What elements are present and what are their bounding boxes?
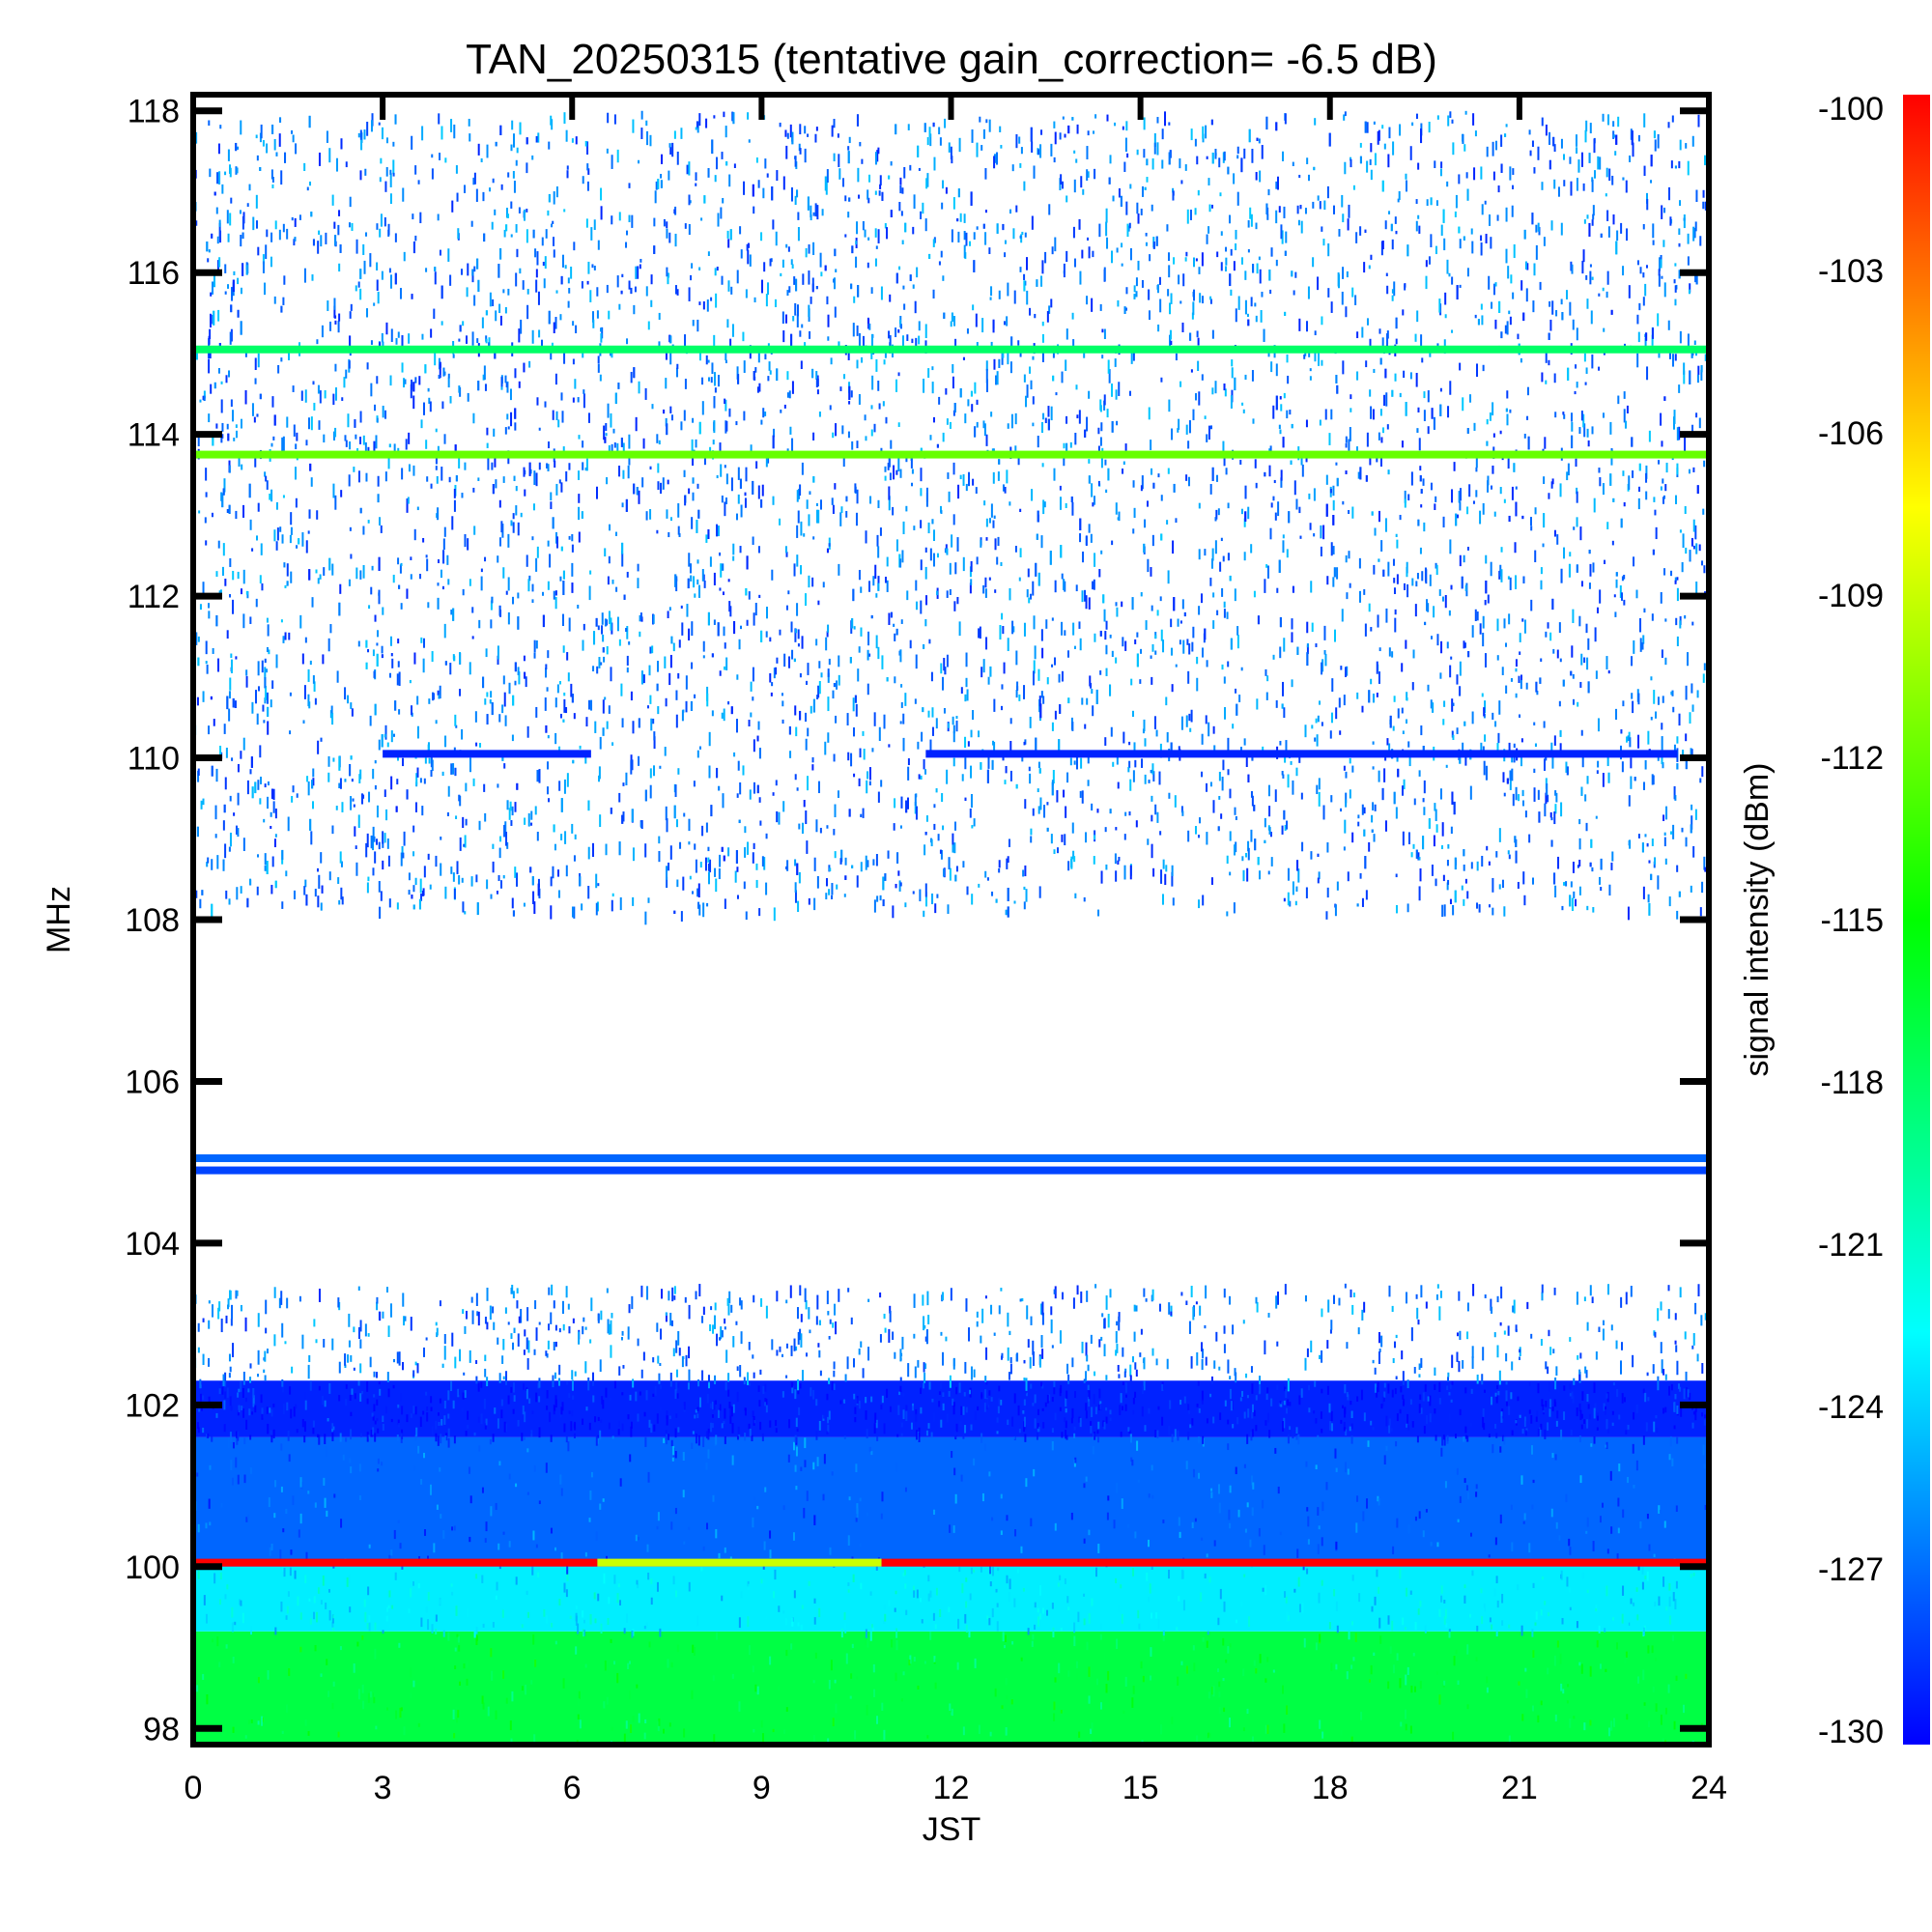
heatmap-line-5 (383, 750, 591, 758)
heatmap-line-4 (193, 1166, 1709, 1175)
y-tick-label-8: 114 (128, 417, 180, 454)
colorbar-tick-label-2: -106 (1818, 415, 1884, 452)
heatmap-band-5 (193, 110, 1709, 925)
colorbar-tick-label-7: -121 (1818, 1227, 1884, 1264)
heatmap-band-3 (193, 1380, 1709, 1448)
y-tick-label-5: 108 (125, 902, 180, 939)
heatmap-line-1 (597, 1558, 882, 1567)
colorbar-tick-label-0: -100 (1818, 91, 1884, 128)
heatmap-band-0 (193, 1631, 1709, 1745)
x-tick-label-7: 21 (1501, 1770, 1538, 1806)
heatmap-band-4 (193, 1283, 1709, 1393)
y-tick-label-3: 104 (125, 1226, 180, 1263)
colorbar-tick-label-6: -118 (1820, 1065, 1884, 1101)
plot-area (193, 110, 1709, 1745)
heatmap-band-1 (193, 1566, 1709, 1641)
x-tick-label-4: 12 (933, 1770, 970, 1806)
colorbar-tick-label-8: -124 (1818, 1389, 1884, 1426)
y-tick-label-7: 112 (128, 579, 180, 615)
x-tick-label-8: 24 (1690, 1770, 1727, 1806)
x-tick-label-6: 18 (1312, 1770, 1349, 1806)
colorbar (1903, 95, 1930, 1745)
heatmap-band-2 (193, 1436, 1709, 1577)
colorbar-tick-label-5: -115 (1820, 902, 1884, 939)
y-tick-label-2: 102 (125, 1387, 180, 1424)
heatmap-line-7 (193, 450, 1709, 459)
y-tick-label-1: 100 (125, 1549, 180, 1586)
x-axis-ticks: 0 3 6 9 12 15 18 21 24 (185, 95, 1727, 1806)
y-axis-ticks: 98 100 102 104 106 108 110 112 114 116 118 (125, 94, 1709, 1747)
heatmap-line-2 (881, 1558, 1709, 1567)
heatmap-line-6 (925, 750, 1678, 758)
heatmap-line-8 (193, 345, 1709, 354)
y-tick-label-6: 110 (128, 741, 180, 778)
y-tick-label-4: 106 (125, 1064, 180, 1100)
colorbar-tick-label-1: -103 (1818, 253, 1884, 290)
y-tick-label-10: 118 (128, 94, 180, 130)
colorbar-label: signal intensity (dBm) (1739, 762, 1776, 1076)
heatmap-lines (193, 345, 1709, 1567)
y-axis-label: MHz (41, 886, 77, 953)
colorbar-tick-label-4: -112 (1820, 740, 1884, 777)
heatmap-line-3 (193, 1153, 1709, 1162)
heatmap-line-0 (193, 1558, 598, 1567)
x-tick-label-1: 3 (374, 1770, 392, 1806)
colorbar-tick-label-3: -109 (1818, 578, 1884, 614)
colorbar-ticks: -100 -103 -106 -109 -112 -115 -118 -121 -124 -127… (1818, 91, 1884, 1750)
colorbar-tick-label-9: -127 (1818, 1551, 1884, 1588)
heatmap-bands (193, 110, 1709, 1745)
x-tick-label-0: 0 (185, 1770, 203, 1806)
chart-title: TAN_20250315 (tentative gain_correction=… (466, 36, 1437, 83)
y-tick-label-9: 116 (128, 255, 180, 292)
x-tick-label-3: 9 (753, 1770, 771, 1806)
y-tick-label-0: 98 (143, 1711, 180, 1747)
colorbar-tick-label-10: -130 (1818, 1714, 1884, 1750)
x-axis-label: JST (923, 1811, 980, 1848)
x-tick-label-2: 6 (563, 1770, 582, 1806)
x-tick-label-5: 15 (1122, 1770, 1159, 1806)
